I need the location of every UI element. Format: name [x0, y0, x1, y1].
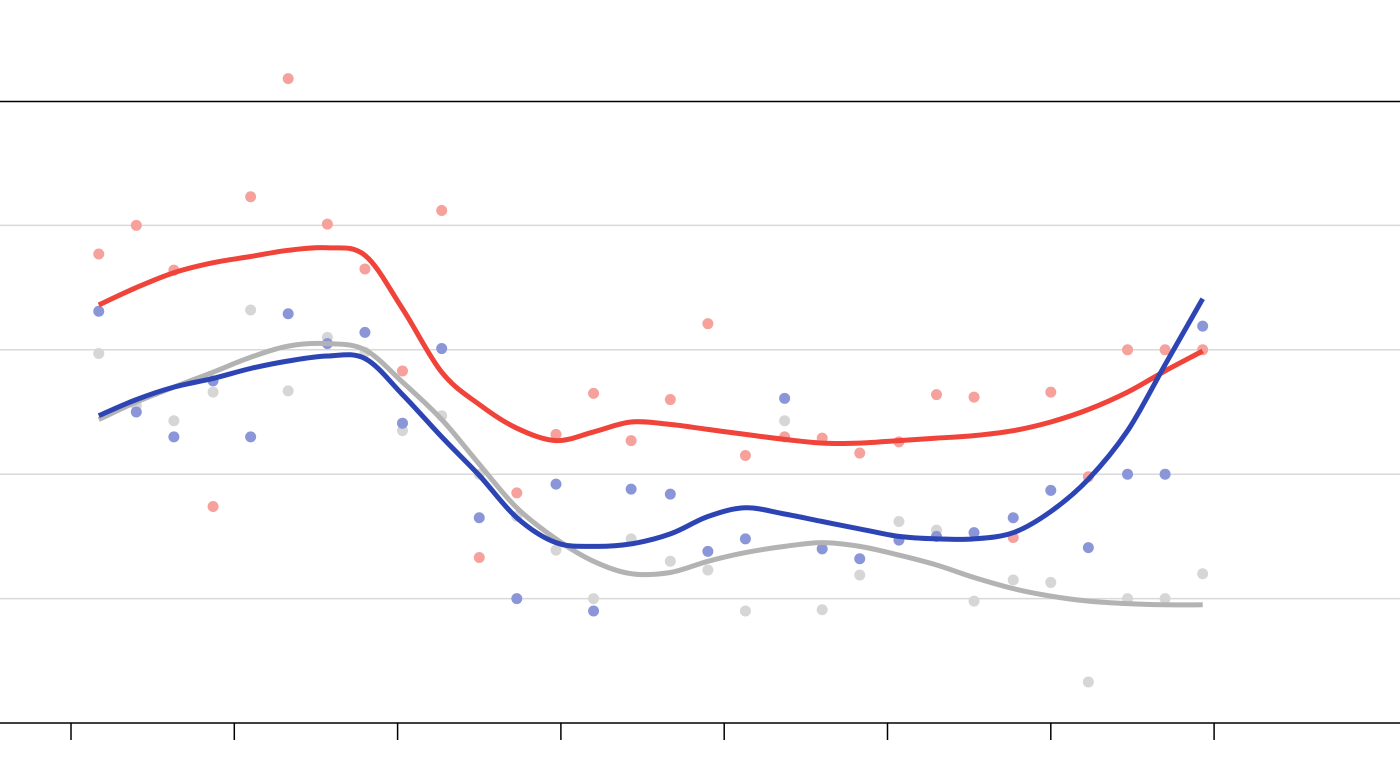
data-point	[1082, 676, 1094, 688]
data-point	[282, 308, 294, 320]
data-point	[816, 543, 828, 555]
data-point	[1159, 593, 1171, 605]
x-axis	[0, 722, 1400, 740]
data-point	[893, 515, 905, 527]
data-point	[168, 431, 180, 443]
data-point	[130, 406, 142, 418]
data-point	[702, 318, 714, 330]
data-point	[93, 348, 105, 360]
data-point	[1122, 468, 1134, 480]
data-point	[511, 593, 523, 605]
data-point	[511, 487, 523, 499]
data-point	[1159, 344, 1171, 356]
series-line	[97, 245, 1204, 446]
data-point	[207, 501, 219, 513]
data-point	[436, 343, 448, 355]
data-point	[436, 204, 448, 216]
data-point	[207, 386, 219, 398]
data-point	[1045, 484, 1057, 496]
data-point	[130, 219, 142, 231]
data-point	[588, 593, 600, 605]
data-point	[473, 552, 485, 564]
data-point	[1007, 574, 1019, 586]
data-point	[588, 387, 600, 399]
data-point	[1197, 320, 1209, 332]
data-point	[168, 415, 180, 427]
series-line	[97, 297, 1205, 549]
data-point	[1082, 542, 1094, 554]
data-point	[245, 304, 257, 316]
data-point	[245, 431, 257, 443]
data-point	[702, 564, 714, 576]
data-point	[359, 326, 371, 338]
data-point	[245, 191, 257, 203]
data-point	[739, 533, 751, 545]
data-point	[550, 478, 562, 490]
data-point	[779, 392, 791, 404]
data-point	[1197, 568, 1209, 580]
trend-lines	[97, 245, 1205, 608]
data-point	[854, 447, 866, 459]
data-point	[625, 435, 637, 447]
data-point	[550, 428, 562, 440]
grid-lines	[0, 224, 1400, 600]
data-point	[854, 569, 866, 581]
data-point	[739, 450, 751, 462]
data-point	[1045, 576, 1057, 588]
data-point	[282, 385, 294, 397]
series-line	[97, 340, 1203, 608]
data-point	[473, 512, 485, 524]
data-point	[968, 595, 980, 607]
data-point	[321, 218, 333, 230]
data-point	[739, 605, 751, 617]
data-point	[968, 527, 980, 539]
data-point	[588, 605, 600, 617]
data-point	[359, 263, 371, 275]
data-point	[664, 555, 676, 567]
data-point	[664, 488, 676, 500]
data-point	[664, 394, 676, 406]
data-point	[1159, 468, 1171, 480]
data-point	[1007, 512, 1019, 524]
data-point	[854, 553, 866, 565]
data-point	[396, 365, 408, 377]
data-point	[282, 73, 294, 85]
data-point	[968, 391, 980, 403]
data-point	[93, 248, 105, 260]
data-point	[396, 417, 408, 429]
data-point	[779, 415, 791, 427]
data-point	[625, 483, 637, 495]
data-point	[702, 545, 714, 557]
data-point	[550, 544, 562, 556]
data-point	[930, 389, 942, 401]
data-point	[93, 305, 105, 317]
data-point	[1045, 386, 1057, 398]
data-point	[816, 604, 828, 616]
data-point	[1122, 344, 1134, 356]
